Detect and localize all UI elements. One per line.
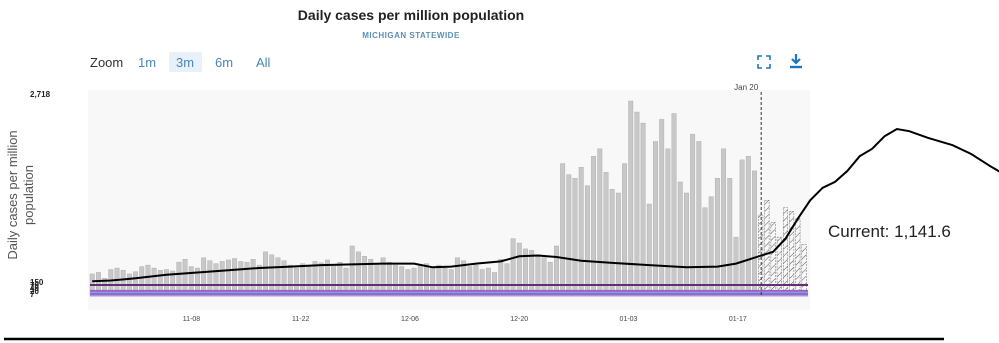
bar (739, 159, 745, 297)
bar (634, 111, 640, 297)
projected-bar (770, 222, 776, 297)
bar (405, 269, 411, 297)
bar (108, 269, 114, 297)
bar (572, 178, 578, 297)
download-icon[interactable] (790, 54, 802, 69)
bar (628, 100, 634, 297)
projected-bar (764, 200, 770, 297)
projected-bar (789, 211, 795, 297)
projected-bar (795, 218, 801, 297)
bar (584, 185, 590, 297)
x-tick-label: 12-06 (401, 316, 419, 323)
bar (745, 155, 751, 297)
bar (659, 119, 665, 297)
bar (560, 163, 566, 297)
zoom-button-3m[interactable]: 3m (176, 55, 194, 70)
threshold-tick: 7 (30, 290, 35, 299)
bar (603, 172, 609, 297)
current-number: 1,141.6 (894, 222, 951, 241)
bar (566, 174, 572, 297)
x-axis-ticks: 11-08 11-22 12-06 12-20 01-03 01-17 (183, 316, 747, 323)
y-axis-title-line-1: Daily cases per million (5, 130, 20, 259)
chart-title: Daily cases per million population (298, 7, 524, 23)
bar (714, 178, 720, 297)
y-axis-title-line-2: population (21, 165, 36, 225)
projected-bar (776, 236, 782, 297)
bars (89, 100, 757, 297)
bar (269, 254, 275, 297)
y-axis-title: Daily cases per million population (5, 130, 36, 259)
threshold-lines (90, 283, 808, 297)
bar (702, 207, 708, 297)
x-tick-label: 11-08 (183, 316, 200, 323)
bar (510, 238, 516, 297)
bar (646, 203, 652, 297)
bar (696, 141, 702, 297)
zoom-button-6m[interactable]: 6m (215, 55, 233, 70)
bar (665, 148, 671, 297)
y-max-tick: 2,718 (30, 90, 51, 99)
current-label: Current: (828, 222, 890, 241)
threshold-tick: 150 (30, 278, 44, 287)
bar (671, 113, 677, 297)
current-value: Current: 1,141.6 (828, 222, 951, 242)
threshold-tick: 70 (30, 281, 39, 290)
bar (597, 148, 603, 297)
bar (448, 269, 454, 297)
bar (516, 242, 522, 297)
x-tick-label: 01-03 (620, 316, 638, 323)
fullscreen-icon[interactable] (757, 55, 771, 69)
x-tick-label: 12-20 (510, 316, 528, 323)
bar (591, 155, 597, 297)
bar (622, 163, 627, 297)
chart-subtitle: MICHIGAN STATEWIDE (362, 31, 460, 40)
zoom-label: Zoom (90, 55, 123, 70)
threshold-tick: 20 (30, 287, 39, 296)
average-line (92, 127, 999, 283)
threshold-tick: 40 (30, 284, 39, 293)
zoom-button-all[interactable]: All (256, 55, 271, 70)
marker-label: Jan 20 (734, 83, 759, 92)
bar (479, 269, 485, 297)
bar (554, 245, 559, 297)
bar (653, 141, 658, 297)
zoom-selected-bg (169, 52, 202, 72)
zoom-button-1m[interactable]: 1m (138, 55, 156, 70)
bar (164, 269, 169, 297)
bar (355, 251, 361, 297)
bar (684, 192, 689, 297)
bar (263, 251, 268, 297)
bar (733, 236, 739, 297)
bar (529, 250, 535, 297)
projected-bar (782, 207, 788, 297)
projected-bar (801, 244, 807, 297)
x-tick-label: 01-17 (729, 316, 747, 323)
bar (578, 167, 584, 297)
bar (721, 148, 727, 297)
bar (752, 170, 757, 297)
bar (640, 122, 646, 297)
bar (727, 178, 733, 297)
bar (708, 196, 714, 297)
x-tick-label: 11-22 (292, 316, 309, 323)
bar (615, 192, 621, 297)
zoom-buttons: 1m 3m 6m All (138, 52, 271, 72)
bar (609, 189, 615, 297)
bar (349, 245, 355, 297)
bar (677, 181, 683, 297)
bar (535, 254, 541, 297)
bar (690, 133, 696, 297)
